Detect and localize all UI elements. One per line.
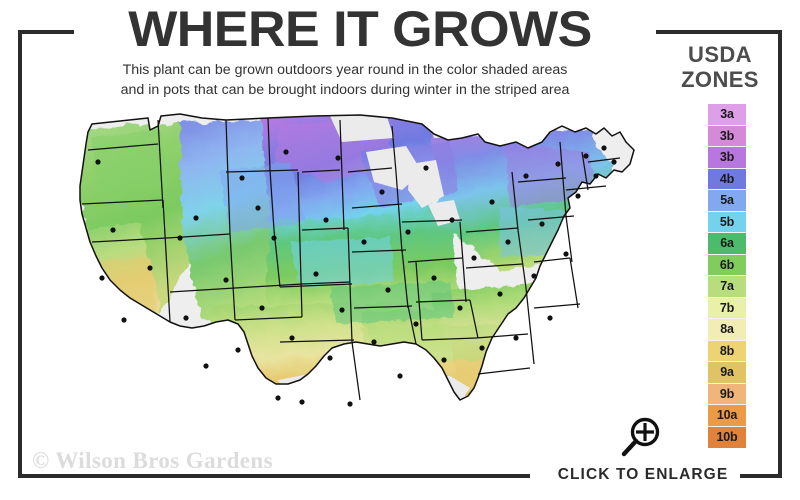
subtitle-line-2: and in pots that can be brought indoors … xyxy=(120,82,570,98)
legend-swatch-10a-14: 10a xyxy=(708,405,746,427)
subtitle-line-1: This plant can be grown outdoors year ro… xyxy=(122,62,568,78)
map-base-layer xyxy=(80,114,634,400)
legend-swatch-5b-5: 5b xyxy=(708,211,746,233)
legend-swatch-5a-4: 5a xyxy=(708,190,746,212)
legend-swatch-9a-12: 9a xyxy=(708,362,746,384)
legend-swatch-label: 6b xyxy=(719,257,735,272)
legend-swatch-label: 10b xyxy=(716,430,738,445)
watermark-copyright: © Wilson Bros Gardens xyxy=(32,448,273,473)
legend-swatch-label: 9b xyxy=(719,386,735,401)
legend-swatch-10b-15: 10b xyxy=(708,426,746,448)
frame-border-right xyxy=(778,30,782,478)
page-title: WHERE IT GROWS xyxy=(128,1,592,57)
legend-swatch-label: 3b xyxy=(719,128,735,143)
map-city-dots xyxy=(95,145,617,407)
legend-swatch-label: 3b xyxy=(719,150,735,165)
click-to-enlarge-label[interactable]: CLICK TO ENLARGE xyxy=(557,466,729,483)
legend-swatch-label: 5a xyxy=(720,193,734,208)
legend-swatch-9b-13: 9b xyxy=(708,383,746,405)
usda-zones-legend: 3a 3b 3b 4b 5a 5b 6a 6b 7a 7b 8a 8b 9a 9b 10a 10b xyxy=(708,104,746,448)
map-svg xyxy=(79,113,635,407)
legend-swatch-3a-0: 3a xyxy=(708,104,746,126)
magnifier-svg xyxy=(621,417,660,457)
legend-swatch-label: 8a xyxy=(720,322,734,337)
legend-title-line-1: USDA xyxy=(688,42,752,67)
legend-swatch-3b-1: 3b xyxy=(708,125,746,147)
legend-title-line-2: ZONES xyxy=(681,67,759,92)
frame-border-top-right xyxy=(656,30,782,34)
legend-swatch-label: 5b xyxy=(719,214,735,229)
legend-swatch-8b-11: 8b xyxy=(708,340,746,362)
frame-border-left xyxy=(18,30,22,478)
frame-border-bottom-left xyxy=(18,474,530,478)
legend-swatch-label: 7b xyxy=(719,300,735,315)
legend-swatch-label: 3a xyxy=(720,107,734,122)
legend-swatch-6a-6: 6a xyxy=(708,233,746,255)
legend-swatch-7a-8: 7a xyxy=(708,276,746,298)
legend-swatch-label: 4b xyxy=(719,171,735,186)
legend-swatch-4b-3: 4b xyxy=(708,168,746,190)
usda-hardiness-zone-map[interactable] xyxy=(30,112,650,442)
legend-swatch-6b-7: 6b xyxy=(708,254,746,276)
page-subtitle: This plant can be grown outdoors year ro… xyxy=(40,60,650,100)
frame-border-top-left xyxy=(18,30,74,34)
legend-swatch-label: 9a xyxy=(720,365,734,380)
legend-swatch-label: 10a xyxy=(716,408,738,423)
legend-swatch-7b-9: 7b xyxy=(708,297,746,319)
frame-border-bottom-right xyxy=(740,474,782,478)
magnifier-plus-icon[interactable] xyxy=(618,416,662,460)
legend-swatch-8a-10: 8a xyxy=(708,319,746,341)
legend-title: USDA ZONES xyxy=(664,42,776,92)
legend-swatch-label: 6a xyxy=(720,236,734,251)
map-state-borders xyxy=(79,113,635,401)
legend-swatch-label: 8b xyxy=(719,343,735,358)
legend-swatch-label: 7a xyxy=(720,279,734,294)
legend-swatch-3b-2: 3b xyxy=(708,147,746,169)
